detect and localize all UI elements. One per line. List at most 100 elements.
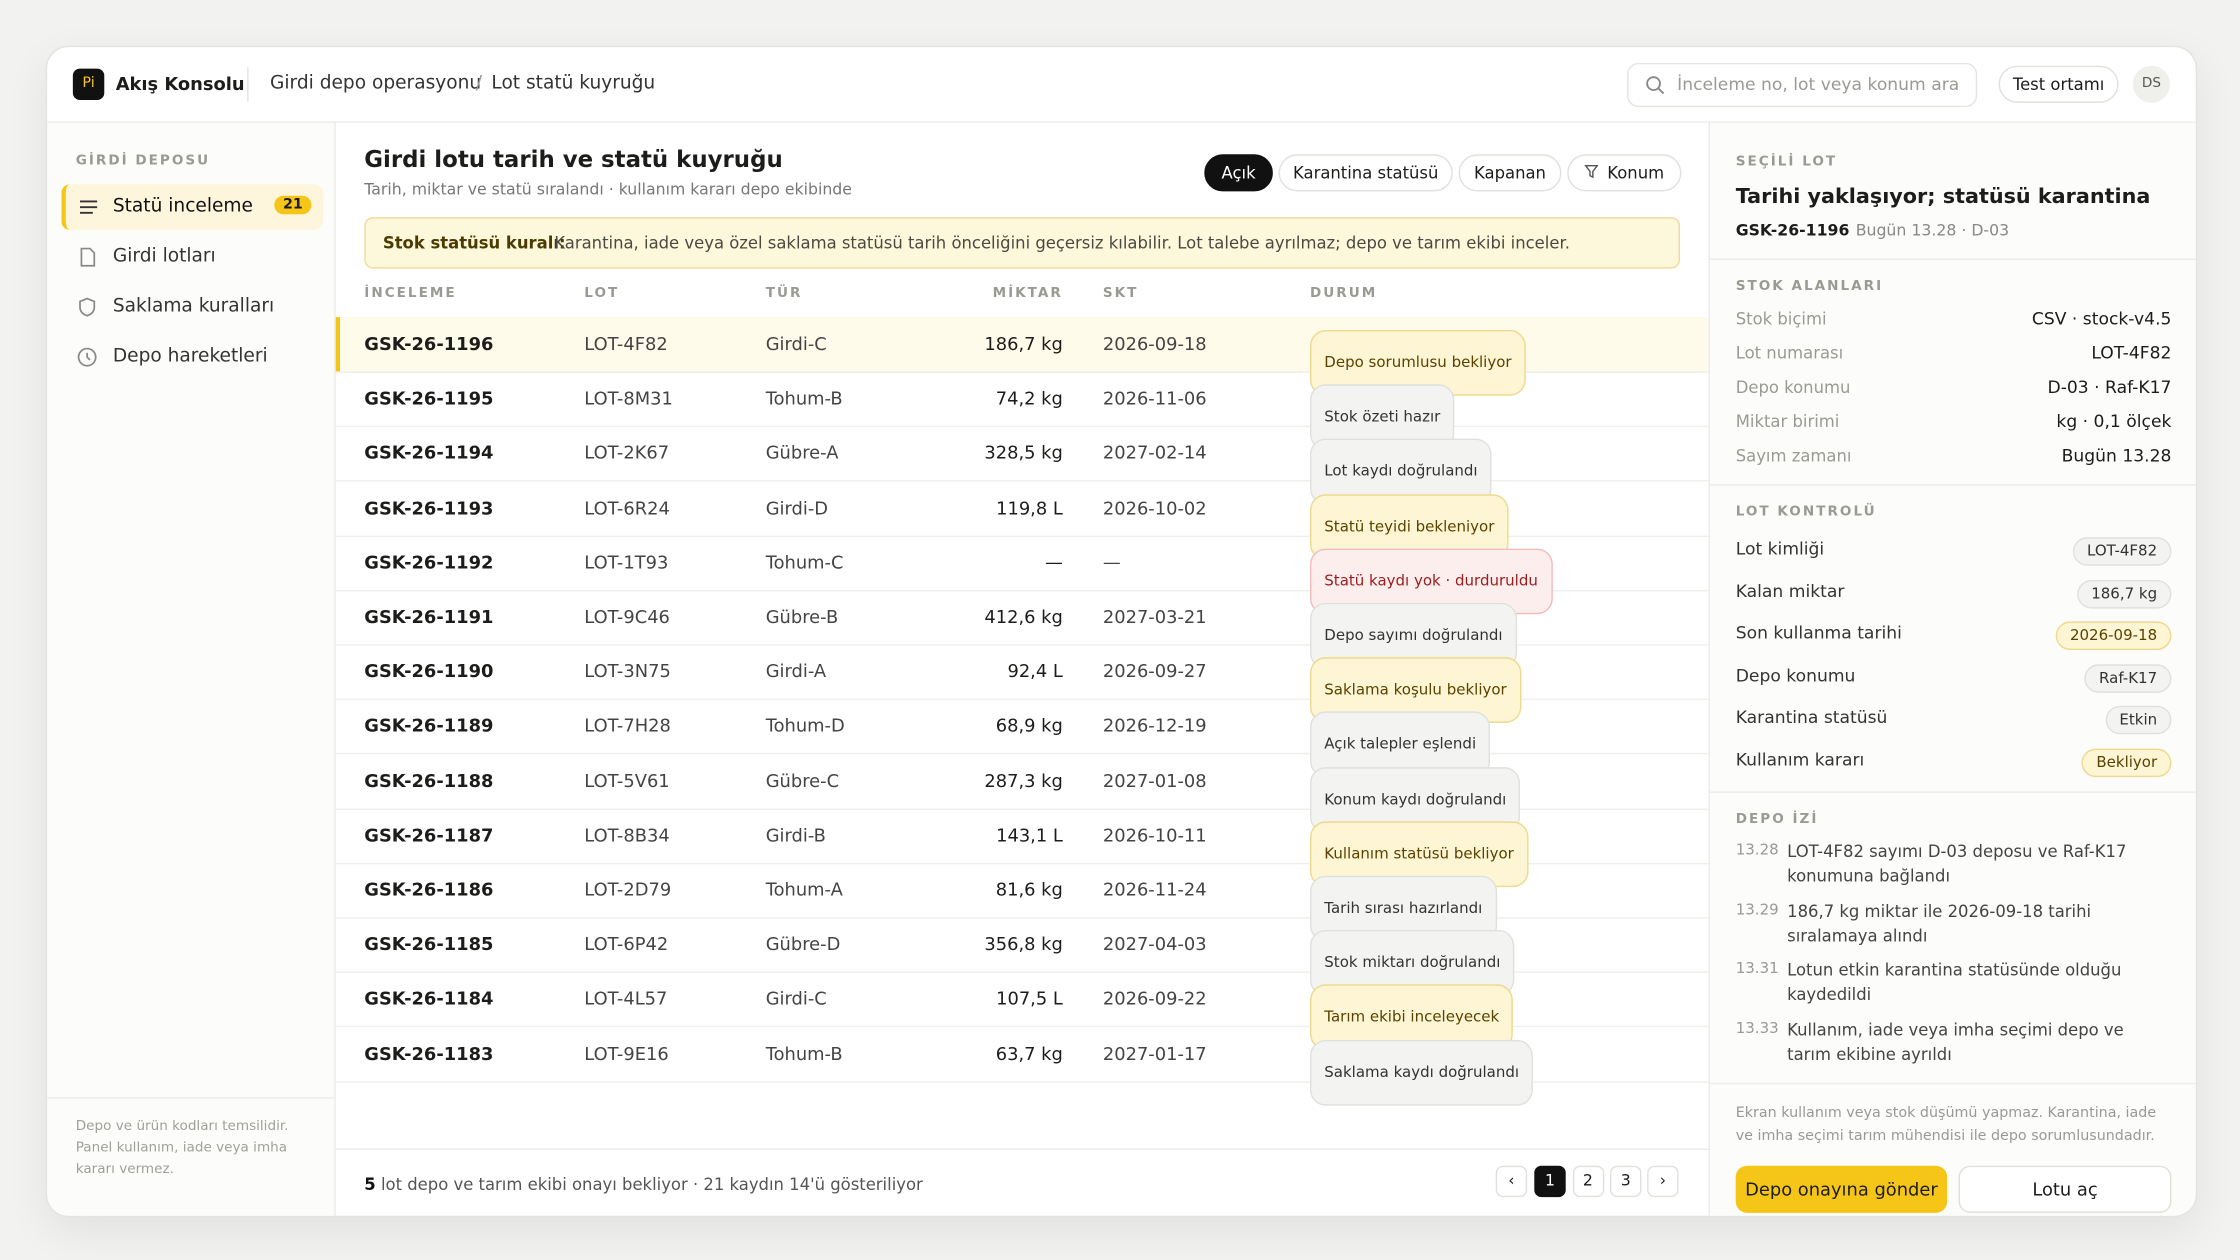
filter-button[interactable]: Açık [1204, 154, 1273, 192]
check-label: Kullanım kararı [1735, 749, 1865, 770]
table-row[interactable]: GSK-26-1185 LOT-6P42 Gübre-D 356,8 kg 2027-0… [335, 917, 1709, 996]
check-label: Lot kimliği [1735, 538, 1825, 559]
review-id: GSK-26-1189 [364, 714, 494, 737]
expiry-date: 2026-09-22 [1102, 987, 1207, 1010]
table-row[interactable]: GSK-26-1193 LOT-6R24 Girdi-D 119,8 L 2026-10… [335, 481, 1709, 560]
divider [1709, 258, 2196, 260]
detail-id: GSK-26-1196 [1735, 221, 1850, 240]
nav-item[interactable]: Saklama kuralları [61, 284, 318, 330]
search-box[interactable]: İnceleme no, lot veya konum ara [1627, 62, 1978, 108]
page-next[interactable]: › [1647, 1165, 1679, 1198]
primary-button[interactable]: Depo onayına gönder [1735, 1165, 1948, 1213]
table-row[interactable]: GSK-26-1195 LOT-8M31 Tohum-B 74,2 kg 2026-11… [335, 372, 1709, 451]
log-title: DEPO İZİ [1735, 811, 1819, 828]
lot-id: LOT-6R24 [584, 496, 670, 518]
nav-item[interactable]: Girdi lotları [61, 234, 318, 280]
lot-id: LOT-7H28 [584, 714, 671, 737]
filter-button[interactable]: Konum [1567, 154, 1682, 192]
lot-id: LOT-4F82 [584, 332, 668, 355]
lot-id: LOT-5V61 [584, 769, 670, 791]
quantity: 68,9 kg [995, 714, 1063, 737]
table-row[interactable]: GSK-26-1189 LOT-7H28 Tohum-D 68,9 kg 2026-12… [335, 699, 1709, 778]
sidebar-section: GİRDİ DEPOSU [75, 152, 211, 169]
review-id: GSK-26-1191 [364, 605, 494, 628]
quantity: 412,6 kg [984, 605, 1063, 628]
field-label: Lot numarası [1735, 342, 1844, 363]
filter-label: Karantina statüsü [1293, 162, 1439, 183]
review-id: GSK-26-1190 [364, 660, 494, 682]
table-row[interactable]: GSK-26-1187 LOT-8B34 Girdi-B 143,1 L 2026-10… [335, 808, 1709, 887]
column-header: DURUM [1309, 285, 1378, 302]
table-row[interactable]: GSK-26-1191 LOT-9C46 Gübre-B 412,6 kg 2027-0… [335, 590, 1709, 669]
table-row[interactable]: GSK-26-1186 LOT-2D79 Tohum-A 81,6 kg 2026-11… [335, 863, 1709, 942]
env-button[interactable]: Test ortamı [1998, 65, 2119, 103]
table-footer: 5 lot depo ve tarım ekibi onayı bekliyor… [364, 1174, 923, 1194]
expiry-date: 2026-09-27 [1102, 660, 1207, 682]
column-header: İNCELEME [364, 285, 457, 302]
log-time: 13.33 [1735, 1019, 1779, 1037]
status-pill: Saklama kaydı doğrulandı [1309, 1039, 1534, 1106]
field-label: Depo konumu [1735, 377, 1851, 398]
check-label: Kalan miktar [1735, 580, 1845, 601]
nav-icon [79, 297, 96, 317]
log-text: LOT-4F82 sayımı D-03 deposu ve Raf-K17 k… [1787, 841, 2127, 886]
lot-id: LOT-9E16 [584, 1042, 669, 1064]
log-text: Lotun etkin karantina statüsünde olduğu … [1787, 959, 2122, 1005]
table-row[interactable]: GSK-26-1192 LOT-1T93 Tohum-C — — Statü kaydı … [335, 535, 1709, 614]
field-value: Bugün 13.28 [2061, 445, 2172, 466]
column-header: TÜR [765, 285, 803, 302]
detail-meta: Bugün 13.28 · D-03 [1855, 221, 2010, 240]
main-subtitle: Tarih, miktar ve statü sıralandı · kulla… [364, 179, 852, 199]
nav-icon [80, 247, 96, 267]
check-chip: LOT-4F82 [2072, 537, 2172, 566]
log-text: 186,7 kg miktar ile 2026-09-18 tarihi sı… [1787, 900, 2092, 945]
quantity: 92,4 L [1007, 660, 1063, 682]
lot-id: LOT-8M31 [584, 387, 673, 409]
lot-type: Tohum-C [765, 551, 844, 573]
lot-type: Girdi-D [765, 496, 829, 518]
lot-id: LOT-2D79 [584, 878, 672, 900]
review-id: GSK-26-1187 [364, 823, 494, 846]
checks-title: LOT KONTROLÜ [1735, 504, 1877, 520]
nav-icon [79, 200, 98, 214]
quantity: 356,8 kg [984, 933, 1063, 955]
footer-text: lot depo ve tarım ekibi onayı bekliyor ·… [380, 1174, 923, 1195]
filter-button[interactable]: Karantina statüsü [1278, 154, 1453, 192]
review-id: GSK-26-1185 [364, 933, 494, 955]
app-window: Pi Akış Konsolu Girdi depo operasyonu / Lot … [45, 45, 2198, 1218]
check-wrap: LOT-4F82 [2072, 534, 2172, 566]
nav-badge: 21 [274, 195, 312, 215]
lot-id: LOT-8B34 [584, 823, 670, 846]
secondary-button[interactable]: Lotu aç [1958, 1165, 2172, 1213]
table-row[interactable]: GSK-26-1196 LOT-4F82 Girdi-C 186,7 kg 2026-0… [335, 317, 1709, 396]
breadcrumb-item: Girdi depo operasyonu [269, 72, 482, 95]
quantity: 107,5 L [996, 987, 1063, 1010]
check-chip: Raf-K17 [2084, 663, 2172, 693]
table-row[interactable]: GSK-26-1194 LOT-2K67 Gübre-A 328,5 kg 2027-0… [335, 426, 1709, 505]
detail-title: Tarihi yaklaşıyor; statüsü karantina [1735, 185, 2151, 209]
table-row[interactable]: GSK-26-1190 LOT-3N75 Girdi-A 92,4 L 2026-09-… [335, 645, 1709, 724]
table-row[interactable]: GSK-26-1184 LOT-4L57 Girdi-C 107,5 L 2026-09… [335, 972, 1709, 1051]
column-header: LOT [584, 285, 620, 302]
table-row[interactable]: GSK-26-1183 LOT-9E16 Tohum-B 63,7 kg 2027-01… [335, 1027, 1709, 1106]
lot-id: LOT-4L57 [584, 987, 668, 1010]
lot-type: Gübre-D [765, 933, 841, 955]
table-row[interactable]: GSK-26-1188 LOT-5V61 Gübre-C 287,3 kg 2027-0… [335, 754, 1709, 833]
page-button[interactable]: 1 [1534, 1165, 1566, 1198]
review-id: GSK-26-1186 [364, 878, 494, 900]
page-button[interactable]: 2 [1572, 1165, 1604, 1198]
log-time: 13.28 [1735, 841, 1779, 859]
review-id: GSK-26-1188 [364, 769, 494, 791]
field-value: LOT-4F82 [2091, 342, 2172, 363]
lot-id: LOT-1T93 [584, 551, 669, 573]
nav-icon [77, 347, 97, 367]
page-button[interactable]: 3 [1609, 1165, 1642, 1198]
nav-item[interactable]: Depo hareketleri [61, 334, 318, 380]
review-id: GSK-26-1192 [364, 551, 494, 573]
page-prev[interactable]: ‹ [1495, 1165, 1528, 1198]
filter-button[interactable]: Kapanan [1458, 154, 1562, 192]
nav-item[interactable]: Statü inceleme 21 [61, 184, 323, 230]
check-chip: 2026-09-18 [2055, 621, 2172, 651]
filter-icon [1584, 164, 1599, 179]
